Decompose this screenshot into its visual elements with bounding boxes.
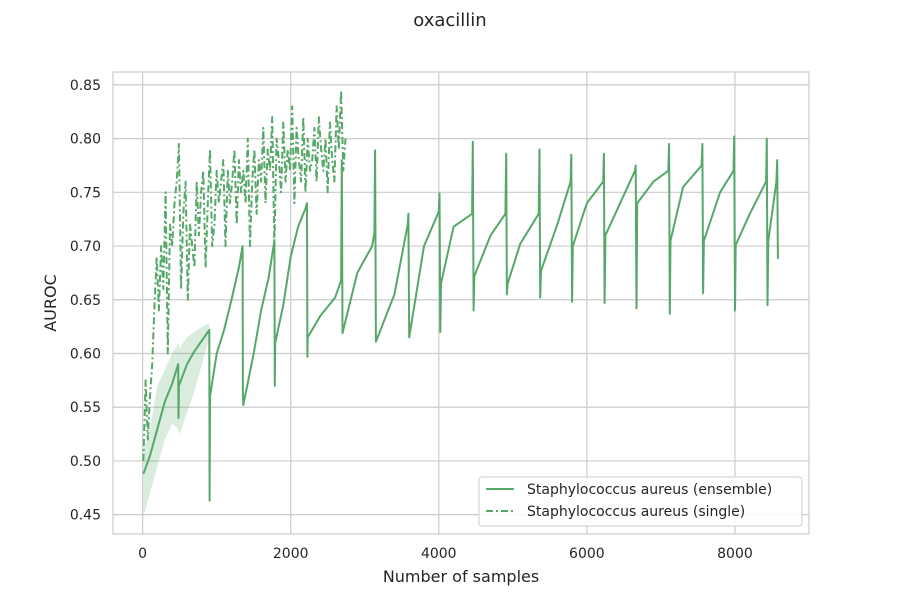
x-tick-label: 4000 [421, 546, 457, 562]
legend-box [478, 476, 803, 527]
y-tick-label: 0.85 [70, 78, 101, 94]
series-line-ensemble [142, 135, 779, 502]
series-lines [142, 89, 779, 502]
plot-area [113, 72, 809, 534]
y-tick-label: 0.75 [70, 185, 101, 201]
legend-label-single: Staphylococcus aureus (single) [527, 504, 745, 520]
x-tick-labels: 0 2000 4000 6000 8000 [138, 546, 753, 562]
x-axis-title: Number of samples [383, 567, 539, 586]
series-line-single [142, 89, 347, 461]
y-tick-labels: 0.45 0.50 0.55 0.60 0.65 0.70 0.75 0.80 0.85 [70, 78, 101, 524]
y-tick-label: 0.50 [70, 454, 101, 470]
plot-frame [112, 71, 810, 535]
x-tick-label: 8000 [717, 546, 753, 562]
chart-title: oxacillin [413, 10, 486, 31]
y-tick-label: 0.45 [70, 508, 101, 524]
y-tick-label: 0.65 [70, 293, 101, 309]
y-tick-label: 0.55 [70, 400, 101, 416]
y-tick-label: 0.70 [70, 239, 101, 255]
y-axis-title: AUROC [41, 274, 60, 332]
x-tick-label: 6000 [569, 546, 605, 562]
y-tick-label: 0.60 [70, 346, 101, 362]
y-tick-label: 0.80 [70, 132, 101, 148]
x-tick-label: 0 [138, 546, 147, 562]
x-tick-label: 2000 [273, 546, 309, 562]
legend: Staphylococcus aureus (ensemble) Staphyl… [478, 476, 803, 527]
legend-label-ensemble: Staphylococcus aureus (ensemble) [527, 482, 772, 498]
grid [113, 72, 809, 534]
confidence-band [143, 323, 210, 517]
ensemble-confidence-band [143, 323, 210, 517]
